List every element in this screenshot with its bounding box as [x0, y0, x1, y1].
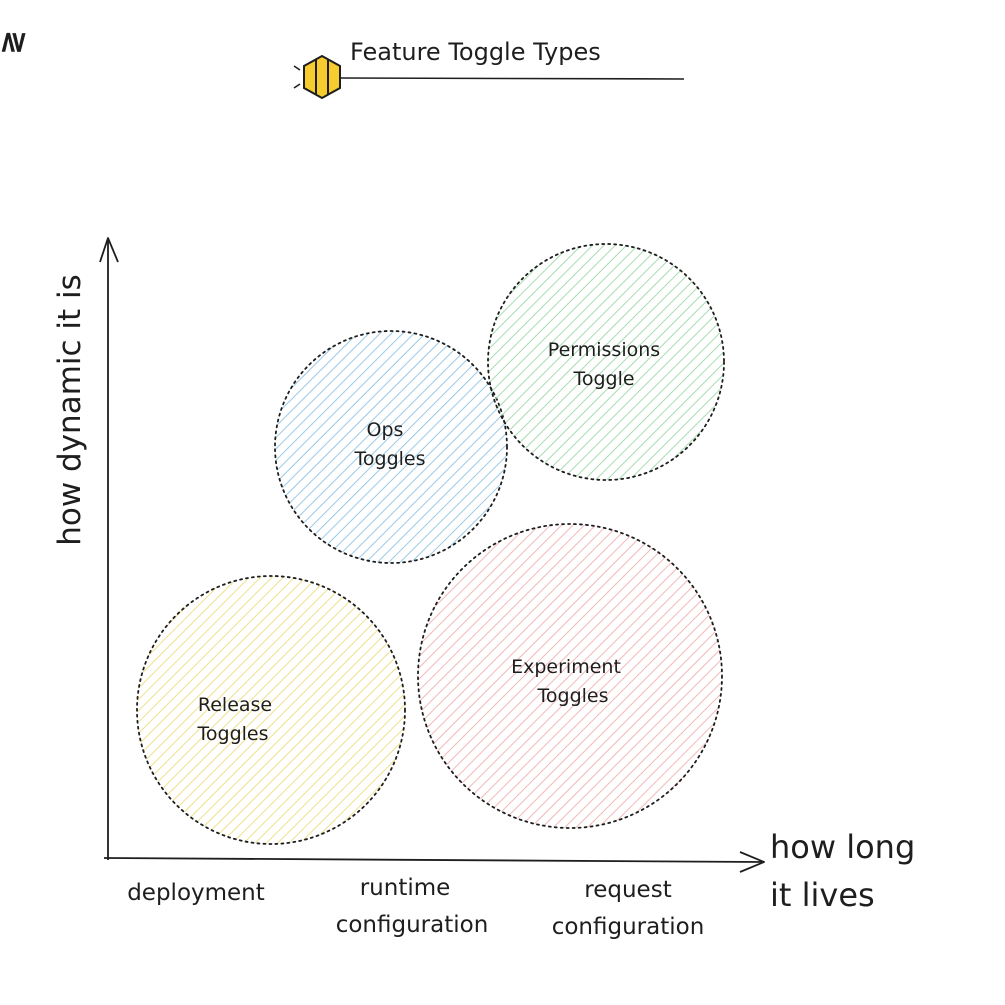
x-axis-title-line-1: how long — [770, 828, 915, 866]
bubble-experiment-label-2: Toggles — [537, 685, 609, 707]
y-axis — [99, 237, 119, 861]
brand-logo-icon: ≷ — [0, 30, 30, 55]
x-tick-runtime-line-1: runtime — [360, 875, 451, 901]
bubble-ops-label-1: Ops — [367, 419, 404, 441]
bee-icon — [293, 54, 341, 100]
bubble-release-label-2: Toggles — [197, 723, 269, 745]
title-group: Feature Toggle Types — [293, 38, 685, 100]
x-tick-runtime-line-2: configuration — [336, 912, 489, 938]
page-title: Feature Toggle Types — [350, 38, 601, 66]
bubble-ops-label-2: Toggles — [354, 448, 426, 470]
bubble-ops: Ops Toggles — [274, 330, 508, 564]
y-axis-title: how dynamic it is — [52, 274, 88, 546]
bubble-release: Release Toggles — [136, 575, 406, 845]
x-axis — [103, 851, 765, 873]
x-tick-deployment: deployment — [127, 880, 265, 906]
x-axis-arrowhead-icon — [739, 851, 765, 873]
bubble-experiment-label-1: Experiment — [511, 656, 621, 678]
y-axis-arrowhead-icon — [99, 237, 119, 263]
bubble-experiment: Experiment Toggles — [417, 523, 723, 829]
x-tick-request-line-1: request — [584, 877, 671, 903]
x-axis-title-line-2: it lives — [770, 876, 875, 914]
title-underline — [339, 77, 685, 80]
bubble-release-label-1: Release — [198, 694, 272, 716]
x-tick-request-line-2: configuration — [552, 914, 705, 940]
bubble-permissions-label-2: Toggle — [572, 368, 634, 390]
bubble-permissions-label-1: Permissions — [548, 339, 660, 361]
bubble-permissions: Permissions Toggle — [487, 243, 725, 481]
